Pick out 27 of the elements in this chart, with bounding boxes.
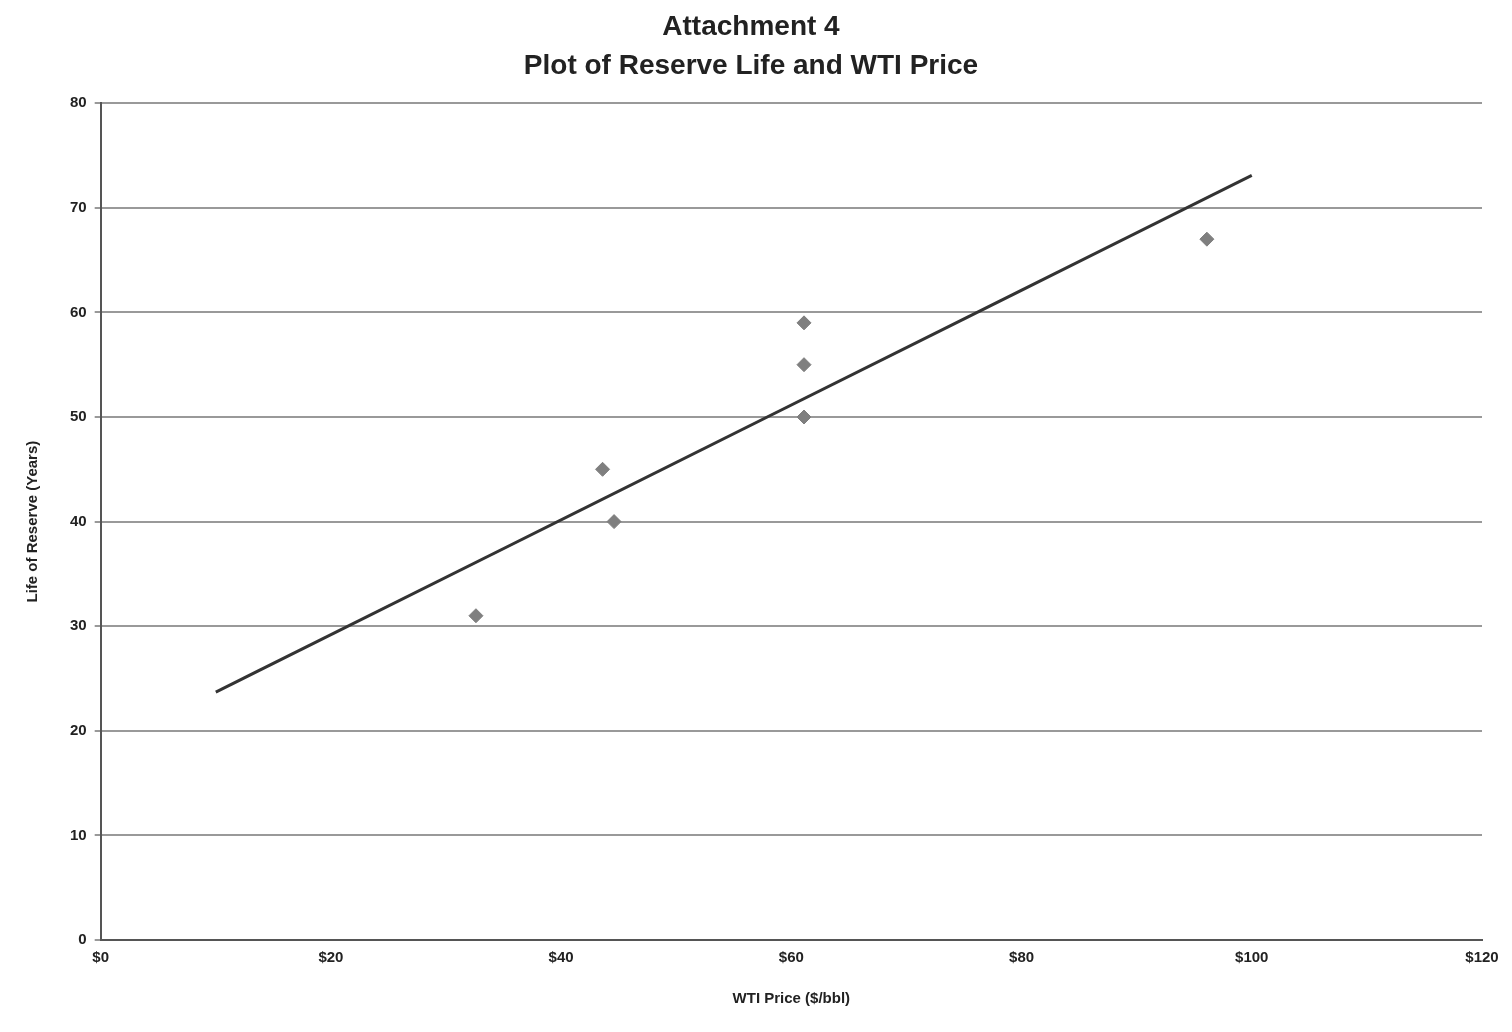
x-tick-label: $60 xyxy=(778,948,804,966)
point xyxy=(606,514,622,530)
x-tick-label: $100 xyxy=(1235,948,1269,966)
point xyxy=(595,461,611,477)
y-tick-label: 30 xyxy=(70,616,87,634)
y-tick-label: 40 xyxy=(70,511,87,529)
x-axis-title: WTI Price ($/bbl) xyxy=(732,989,851,1007)
point xyxy=(1199,231,1215,247)
y-tick-label: 50 xyxy=(70,407,87,425)
chart-subtitle: Plot of Reserve Life and WTI Price xyxy=(523,49,979,81)
x-tick-label: $0 xyxy=(92,948,110,966)
y-tick-label: 80 xyxy=(70,93,87,111)
point xyxy=(796,315,812,331)
y-tick-label: 0 xyxy=(78,930,87,948)
y-axis-title: Life of Reserve (Years) xyxy=(23,440,41,603)
x-tick-label: $20 xyxy=(318,948,344,966)
x-tick-label: $80 xyxy=(1009,948,1035,966)
point xyxy=(796,409,812,425)
x-tick-label: $120 xyxy=(1465,948,1499,966)
point xyxy=(468,608,484,624)
y-tick-label: 10 xyxy=(70,825,87,843)
x-tick-label: $40 xyxy=(548,948,574,966)
chart-title: Attachment 4 xyxy=(662,9,841,41)
y-tick-label: 20 xyxy=(70,720,87,738)
point xyxy=(796,357,812,373)
y-tick-label: 70 xyxy=(70,197,87,215)
y-tick-label: 60 xyxy=(70,302,87,320)
